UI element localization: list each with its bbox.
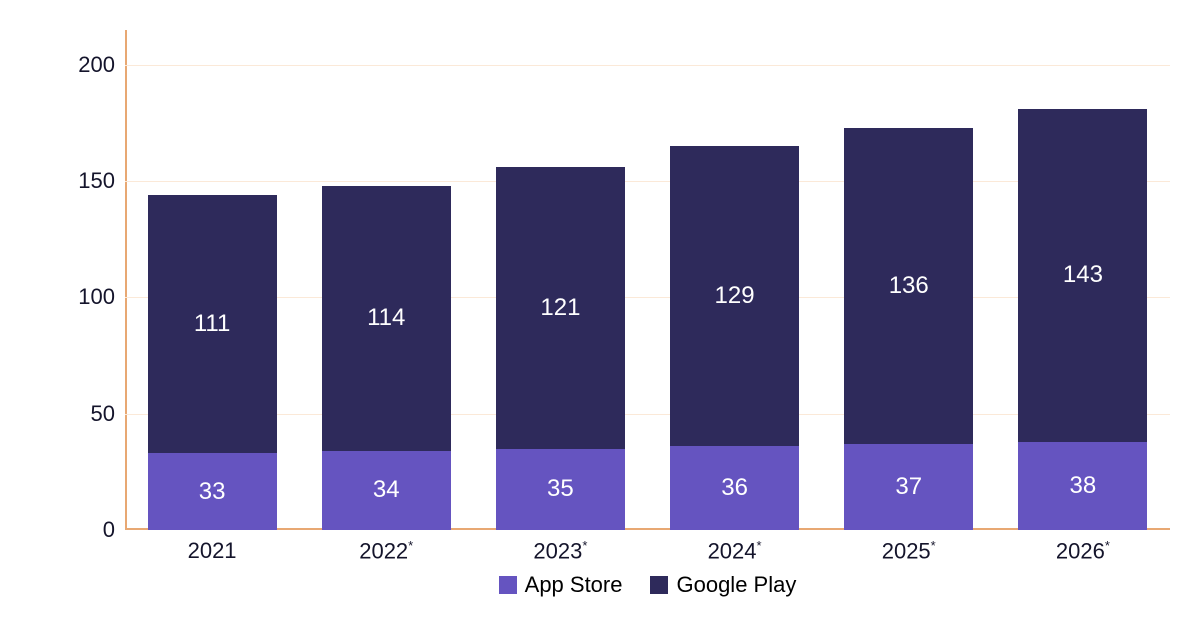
bar-segment-google-play: 114 [322, 186, 451, 451]
bar-group: 38143 [1018, 109, 1147, 530]
bar-group: 34114 [322, 186, 451, 530]
bar-group: 37136 [844, 128, 973, 530]
y-tick-label: 200 [55, 52, 115, 78]
legend-item-google-play: Google Play [650, 572, 796, 598]
bar-group: 33111 [148, 195, 277, 530]
y-tick-label: 0 [55, 517, 115, 543]
legend-label-google-play: Google Play [676, 572, 796, 598]
x-tick-label: 2025* [822, 538, 996, 564]
x-tick-label: 2024* [648, 538, 822, 564]
bar-segment-app-store: 37 [844, 444, 973, 530]
bar-segment-app-store: 33 [148, 453, 277, 530]
legend-swatch-app-store [499, 576, 517, 594]
bar-segment-app-store: 35 [496, 449, 625, 530]
bar-segment-google-play: 129 [670, 146, 799, 446]
bar-group: 35121 [496, 167, 625, 530]
y-tick-label: 150 [55, 168, 115, 194]
bar-segment-app-store: 38 [1018, 442, 1147, 530]
x-tick-label: 2021 [125, 538, 299, 564]
bar-segment-google-play: 111 [148, 195, 277, 453]
y-tick-label: 50 [55, 401, 115, 427]
bar-segment-app-store: 36 [670, 446, 799, 530]
x-tick-label: 2026* [996, 538, 1170, 564]
x-tick-label: 2022* [299, 538, 473, 564]
legend-swatch-google-play [650, 576, 668, 594]
stacked-bar-chart: 331113411435121361293713638143 050100150… [60, 30, 1170, 590]
bar-segment-google-play: 136 [844, 128, 973, 444]
bar-group: 36129 [670, 146, 799, 530]
bars-container: 33111 34114 35121 36129 37136 38143 [125, 30, 1170, 530]
legend: App Store Google Play [125, 570, 1170, 600]
legend-label-app-store: App Store [525, 572, 623, 598]
x-tick-label: 2023* [473, 538, 647, 564]
plot-area: 33111 34114 35121 36129 37136 38143 [125, 30, 1170, 530]
bar-segment-google-play: 121 [496, 167, 625, 448]
bar-segment-app-store: 34 [322, 451, 451, 530]
y-tick-label: 100 [55, 284, 115, 310]
legend-item-app-store: App Store [499, 572, 623, 598]
bar-segment-google-play: 143 [1018, 109, 1147, 442]
